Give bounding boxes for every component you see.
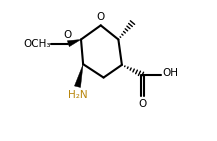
Text: OH: OH [162,68,178,78]
Text: O: O [97,12,105,22]
Polygon shape [67,39,81,47]
Polygon shape [74,64,83,87]
Text: O: O [64,30,72,40]
Text: OCH₃: OCH₃ [23,39,51,49]
Text: O: O [138,99,146,109]
Text: H₂N: H₂N [68,90,87,100]
